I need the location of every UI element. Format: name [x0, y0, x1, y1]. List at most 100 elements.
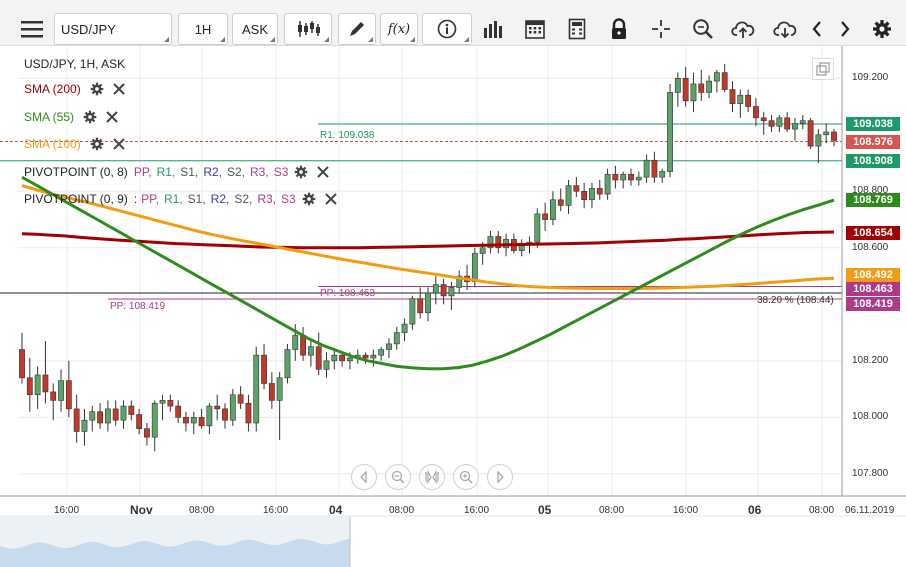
gear-icon[interactable]: [293, 164, 309, 180]
candle-body: [596, 188, 603, 195]
candle-body: [128, 405, 135, 415]
candle-body: [471, 253, 478, 283]
calendar-button[interactable]: [520, 13, 550, 45]
candle-body: [682, 77, 689, 102]
candle-body: [589, 188, 595, 201]
info-icon: [437, 19, 457, 39]
candle-body: [190, 417, 197, 424]
price-tag: 108.769: [846, 193, 900, 208]
close-icon[interactable]: [104, 109, 120, 125]
candle-body: [97, 411, 103, 424]
fx-icon: f(x): [387, 21, 411, 37]
download-button[interactable]: [770, 13, 800, 45]
candle-body: [339, 354, 346, 362]
nav-prev-button[interactable]: [351, 464, 377, 490]
x-tick-label: 08:00: [389, 505, 415, 516]
x-tick-label: 16:00: [54, 505, 80, 516]
menu-button[interactable]: [14, 13, 50, 45]
close-icon[interactable]: [323, 191, 339, 207]
zoom-button[interactable]: [688, 13, 718, 45]
gear-icon[interactable]: [89, 81, 105, 97]
candle-body: [73, 408, 80, 432]
candle-body: [823, 131, 830, 136]
nav-zoom-out-button[interactable]: [385, 464, 411, 490]
price-tag: 108.419: [846, 296, 900, 311]
candle-body: [448, 287, 455, 297]
price-chart[interactable]: [0, 46, 906, 567]
candle-body: [565, 185, 572, 206]
gear-icon[interactable]: [89, 136, 105, 152]
candle-body: [237, 394, 244, 404]
axes: [0, 46, 906, 517]
candle-body: [667, 92, 673, 172]
sma100-label: SMA (100): [24, 137, 81, 151]
timeframe-select[interactable]: 1H: [178, 13, 228, 45]
chart-type-button[interactable]: [284, 13, 332, 45]
gear-icon[interactable]: [82, 109, 98, 125]
prev-button[interactable]: [806, 13, 828, 45]
draw-icon: [350, 22, 364, 36]
symbol-input[interactable]: USD/JPY: [54, 13, 172, 45]
gear-icon: [873, 20, 891, 38]
pivot-part-label: R2,: [203, 165, 222, 179]
x-tick-label: 16:00: [263, 505, 289, 516]
candle-body: [776, 117, 783, 127]
settings-button[interactable]: [868, 13, 896, 45]
calculator-button[interactable]: [562, 13, 592, 45]
candle-body: [50, 391, 57, 401]
candle-body: [713, 72, 720, 82]
symbol-value: USD/JPY: [61, 21, 116, 37]
gear-icon[interactable]: [301, 191, 317, 207]
navigator-window: [0, 517, 350, 567]
candle-body: [753, 106, 759, 119]
candle-body: [799, 120, 806, 124]
candle-body: [815, 134, 822, 147]
pivot-part-label: R3,: [257, 192, 277, 206]
next-button[interactable]: [834, 13, 856, 45]
close-icon[interactable]: [111, 81, 127, 97]
candle-body: [440, 284, 447, 297]
nav-zoom-in-button[interactable]: [453, 464, 479, 490]
candle-body: [19, 349, 25, 379]
candle-body: [253, 354, 260, 424]
sma55-line: [21, 175, 835, 371]
candles-icon: [298, 21, 320, 37]
candle-body: [292, 335, 299, 350]
close-icon[interactable]: [315, 164, 331, 180]
candles: [19, 64, 837, 452]
bars-button[interactable]: [478, 13, 508, 45]
calendar-icon: [525, 20, 545, 39]
candle-body: [151, 402, 158, 438]
popout-button[interactable]: [812, 58, 834, 80]
nav-reset-button[interactable]: [419, 464, 445, 490]
crosshair-button[interactable]: [646, 13, 676, 45]
candle-body: [651, 159, 658, 178]
nav-next-button[interactable]: [487, 464, 513, 490]
price-type-value: ASK: [241, 21, 268, 37]
date-label: 06.11.2019: [845, 505, 895, 516]
chart-area[interactable]: R1: 109.038 PP: 108.463 PP: 108.419 38.2…: [0, 46, 906, 567]
info-button[interactable]: [422, 13, 472, 45]
candle-body: [479, 247, 486, 254]
calculator-icon: [568, 18, 586, 40]
candle-body: [807, 120, 814, 147]
candle-body: [409, 298, 416, 325]
y-tick-label: 107.800: [852, 467, 889, 479]
navigator[interactable]: [0, 517, 906, 567]
candle-body: [643, 159, 650, 178]
close-icon[interactable]: [111, 136, 127, 152]
candle-body: [417, 298, 424, 314]
draw-button[interactable]: [338, 13, 376, 45]
lock-button[interactable]: [604, 13, 634, 45]
candle-body: [104, 408, 111, 424]
zoom-in-icon: [459, 470, 473, 484]
candle-body: [323, 360, 330, 370]
candle-body: [721, 72, 728, 90]
timeframe-value: 1H: [194, 21, 212, 37]
instrument-label: USD/JPY, 1H, ASK: [24, 57, 126, 71]
price-type-select[interactable]: ASK: [232, 13, 278, 45]
indicators-button[interactable]: f(x): [380, 13, 418, 45]
lock-icon: [612, 18, 626, 39]
fib-label: 38.20 % (108.44): [757, 295, 834, 306]
upload-button[interactable]: [728, 13, 758, 45]
